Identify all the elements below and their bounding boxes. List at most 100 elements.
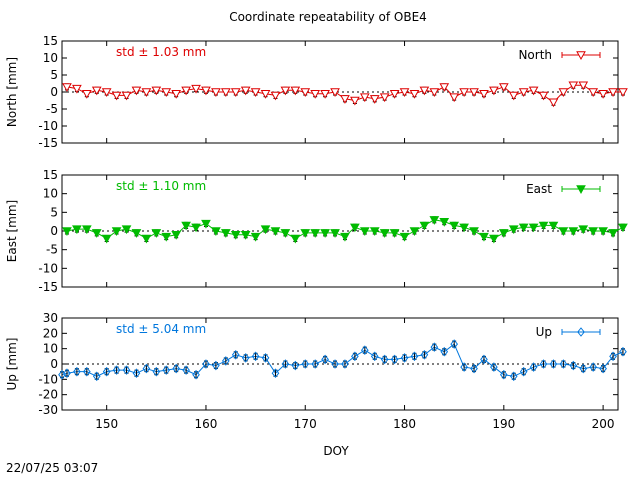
east-data-point — [72, 225, 82, 235]
north-data-point — [330, 88, 340, 98]
up-data-point — [92, 371, 101, 382]
up-data-point — [202, 359, 210, 369]
north-data-point — [62, 83, 72, 92]
up-data-point — [73, 366, 81, 377]
up-data-point — [281, 359, 290, 369]
east-data-point — [350, 223, 360, 233]
north-y-tick-label: -5 — [46, 102, 58, 116]
east-y-tick-label: 10 — [43, 187, 58, 201]
north-data-point — [141, 88, 152, 98]
up-data-point — [380, 354, 389, 365]
east-data-point — [459, 223, 469, 233]
up-data-point — [360, 345, 369, 356]
east-data-point — [379, 229, 390, 238]
north-data-point — [369, 95, 380, 104]
up-data-point — [400, 353, 409, 363]
north-data-point — [608, 88, 618, 98]
north-data-point — [230, 88, 241, 98]
timestamp: 22/07/25 03:07 — [6, 461, 99, 475]
north-data-point — [181, 86, 191, 96]
north-data-point — [538, 91, 549, 101]
north-data-point — [419, 86, 430, 96]
up-data-point — [609, 351, 617, 362]
east-data-point — [538, 221, 549, 231]
up-data-point — [351, 351, 359, 362]
east-data-point — [340, 232, 350, 242]
up-data-point — [470, 363, 478, 374]
east-data-point — [359, 227, 370, 237]
east-data-point — [439, 217, 450, 227]
east-data-point — [330, 229, 340, 238]
north-data-point — [379, 93, 390, 103]
north-legend-marker — [576, 51, 586, 61]
up-data-point — [122, 365, 131, 375]
east-data-point — [191, 223, 201, 233]
east-data-point — [598, 227, 608, 237]
north-panel: -15 -10 -5 0 5 10 15 North [mm] std ± 1.03 mm Nor… — [5, 34, 628, 150]
east-data-point — [211, 227, 221, 237]
up-data-point — [152, 366, 161, 377]
up-data-point — [251, 351, 260, 362]
north-data-point — [101, 88, 112, 98]
east-data-point — [548, 221, 559, 231]
north-data-point — [300, 88, 311, 98]
east-y-tick-label: 15 — [43, 168, 58, 182]
north-data-point — [350, 96, 360, 106]
north-data-point — [171, 90, 182, 99]
east-data-point — [310, 229, 321, 238]
north-data-point — [201, 86, 211, 96]
north-data-point — [290, 86, 301, 96]
north-data-point — [568, 81, 579, 91]
x-tick-label: 190 — [492, 417, 515, 431]
chart-panels: -15 -10 -5 0 5 10 15 North [mm] std ± 1.03 mm Nor… — [5, 34, 628, 431]
up-data-point — [480, 354, 488, 365]
east-data-point — [151, 229, 162, 238]
up-y-tick-label: 20 — [43, 326, 58, 340]
north-data-point — [479, 90, 489, 99]
north-data-point — [508, 91, 519, 101]
north-legend-label: North — [518, 48, 552, 62]
up-data-point — [182, 365, 190, 375]
up-data-point — [311, 359, 320, 369]
north-data-point — [250, 88, 261, 98]
east-data-point — [91, 229, 102, 238]
north-data-point — [489, 86, 499, 96]
east-data-point — [399, 232, 410, 242]
up-data-point — [271, 368, 280, 379]
north-data-point — [211, 88, 221, 98]
north-data-point — [389, 90, 400, 99]
up-data-point — [231, 349, 240, 360]
east-legend-label: East — [526, 182, 552, 196]
east-data-point — [81, 225, 92, 235]
up-std-annotation: std ± 5.04 mm — [116, 322, 206, 336]
up-data-point — [63, 368, 71, 379]
east-data-point — [141, 234, 152, 244]
east-data-point — [588, 227, 599, 237]
up-data-point — [261, 353, 270, 363]
east-y-tick-label: 0 — [50, 224, 58, 238]
north-data-point — [131, 86, 142, 96]
east-data-point — [201, 219, 211, 229]
east-data-point — [508, 225, 519, 235]
up-data-point — [192, 369, 200, 380]
north-data-point — [439, 83, 450, 92]
up-data-point — [549, 359, 558, 369]
east-data-point — [260, 225, 271, 235]
north-data-point — [598, 90, 608, 99]
east-data-point — [230, 231, 241, 240]
east-data-point — [62, 227, 72, 237]
up-data-point — [420, 349, 429, 360]
east-data-point — [498, 229, 509, 238]
east-data-point — [171, 231, 182, 240]
north-data-point — [588, 88, 599, 98]
north-data-point — [280, 86, 291, 96]
north-data-point — [320, 90, 330, 99]
north-data-point — [429, 88, 440, 98]
up-data-point — [589, 362, 598, 372]
east-data-point — [369, 227, 380, 237]
north-data-point — [498, 83, 509, 92]
up-data-point — [619, 346, 627, 357]
up-data-point — [430, 342, 439, 352]
east-data-point — [290, 234, 301, 244]
up-data-point — [519, 366, 528, 377]
